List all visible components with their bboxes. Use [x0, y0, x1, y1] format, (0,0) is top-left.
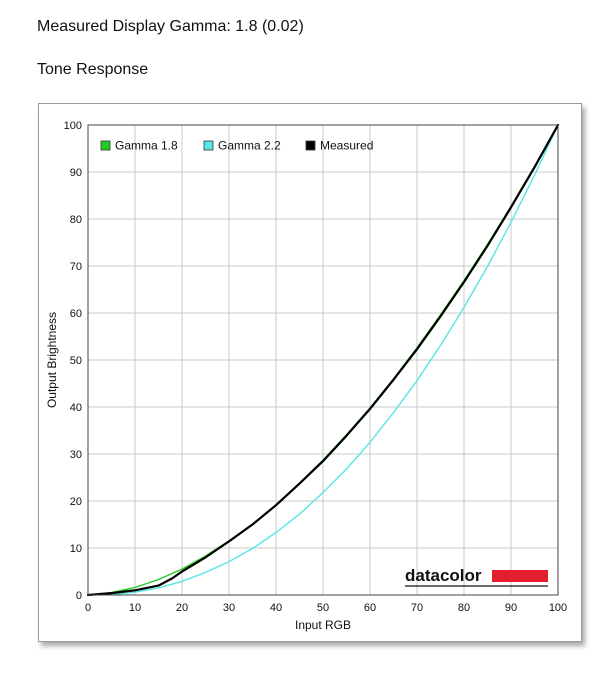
plot-area-border: [87, 124, 559, 596]
tick-labels: 0 10 20 30 40 50 60 70 80 90 100 0 10 20 30 40 50 60 70 80 9…: [64, 120, 568, 614]
datacolor-logo: datacolor: [405, 566, 548, 587]
legend-measured-swatch: [305, 140, 316, 151]
series-line-measured: [86, 123, 560, 597]
chart-frame: 0 10 20 30 40 50 60 70 80 90 100 0 10 20 30 40 50 60 70 80 9…: [38, 103, 582, 642]
x-tick-label: 80: [458, 602, 470, 614]
x-tick-label: 40: [270, 602, 282, 614]
grid: [87, 124, 559, 596]
measured-gamma-heading: Measured Display Gamma: 1.8 (0.02): [37, 18, 304, 35]
y-axis-title: Output Brightness: [45, 312, 59, 408]
legend-gamma-2-2-label: Gamma 2.2: [218, 139, 281, 153]
x-axis-title: Input RGB: [295, 618, 351, 632]
logo-red-bar: [492, 570, 548, 582]
y-tick-label: 90: [70, 167, 82, 179]
x-tick-label: 50: [317, 602, 329, 614]
y-tick-label: 60: [70, 308, 82, 320]
x-tick-label: 30: [223, 602, 235, 614]
legend-gamma-1-8-label: Gamma 1.8: [115, 139, 178, 153]
y-tick-label: 100: [64, 120, 82, 132]
x-tick-label: 60: [364, 602, 376, 614]
series-lines: [86, 123, 560, 597]
y-tick-label: 20: [70, 496, 82, 508]
legend-gamma-1-8-swatch: [100, 140, 111, 151]
tone-response-heading: Tone Response: [37, 61, 149, 78]
y-tick-label: 70: [70, 261, 82, 273]
y-tick-label: 10: [70, 543, 82, 555]
y-tick-label: 0: [76, 590, 82, 602]
x-tick-label: 90: [505, 602, 517, 614]
series-line-gamma-2-2: [87, 124, 559, 596]
y-tick-label: 50: [70, 355, 82, 367]
x-tick-label: 0: [85, 602, 91, 614]
y-tick-label: 80: [70, 214, 82, 226]
y-tick-label: 30: [70, 449, 82, 461]
logo-wordmark: datacolor: [405, 566, 482, 585]
x-tick-label: 10: [129, 602, 141, 614]
legend-measured-label: Measured: [320, 139, 373, 153]
legend-gamma-2-2-swatch: [203, 140, 214, 151]
x-tick-label: 70: [411, 602, 423, 614]
legend: Gamma 1.8 Gamma 2.2 Measured: [100, 139, 373, 153]
y-tick-label: 40: [70, 402, 82, 414]
x-tick-label: 100: [549, 602, 567, 614]
x-tick-label: 20: [176, 602, 188, 614]
tone-response-chart: 0 10 20 30 40 50 60 70 80 90 100 0 10 20 30 40 50 60 70 80 9…: [45, 120, 568, 632]
